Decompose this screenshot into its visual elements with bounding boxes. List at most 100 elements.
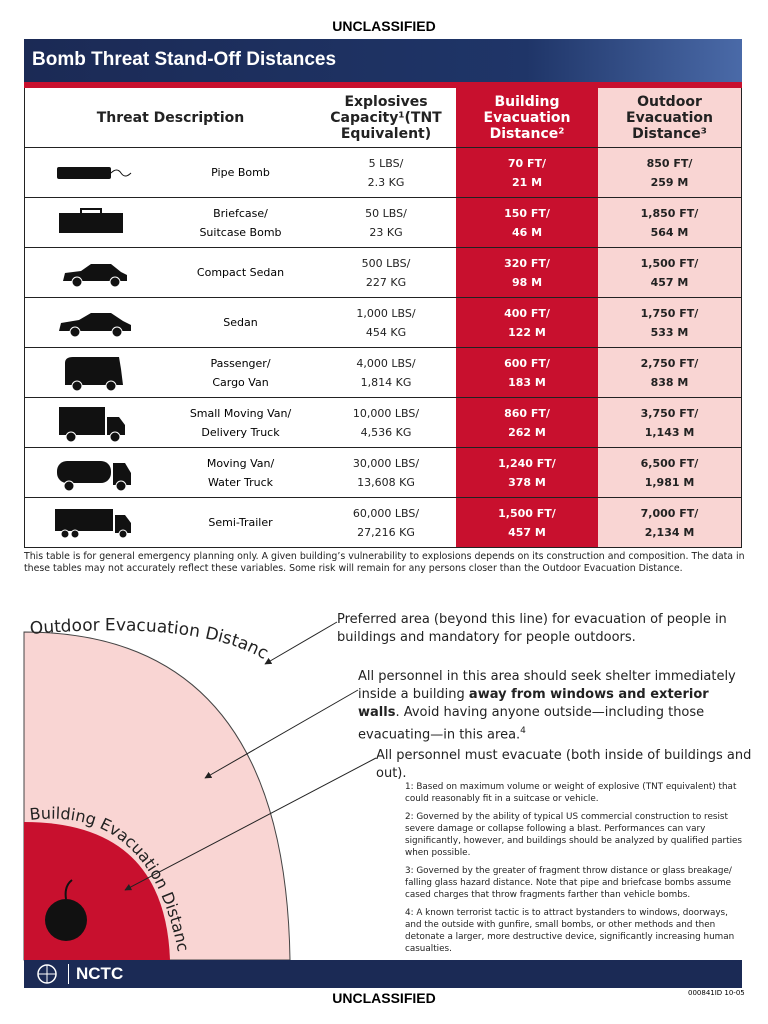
bomb-fuse: [64, 879, 73, 900]
explosives-text: 227 KG: [365, 275, 407, 289]
description-text: Briefcase/: [213, 206, 268, 220]
outdoor-text: 259 M: [650, 175, 689, 189]
description-text: Compact Sedan: [196, 266, 285, 279]
footnote: 3: Governed by the greater of fragment t…: [405, 866, 732, 900]
footnote: 1: Based on maximum volume or weight of …: [405, 782, 737, 804]
outdoor-text: 564 M: [650, 225, 689, 239]
doc-id: 000841ID 10-05: [688, 989, 745, 997]
outdoor-text: 1,500 FT/: [640, 256, 699, 270]
callout-text: Preferred area (beyond this line) for ev…: [337, 612, 727, 645]
callout-arrow: [204, 689, 359, 779]
threat-icon: [59, 407, 125, 443]
explosives-text: 13,608 KG: [357, 475, 415, 489]
explosives-cell: 60,000 LBS/27,216 KG: [316, 498, 456, 548]
description-cell: Small Moving Van/Delivery Truck: [165, 398, 316, 448]
callout: Preferred area (beyond this line) for ev…: [337, 611, 747, 647]
callout: All personnel must evacuate (both inside…: [376, 747, 756, 783]
threat-icon: [65, 357, 123, 392]
outdoor-text: 2,134 M: [644, 525, 695, 539]
description-text: Passenger/: [210, 356, 271, 370]
building-text: 70 FT/: [507, 156, 547, 170]
header-text: Outdoor: [637, 93, 702, 110]
logo-globe: [37, 964, 57, 984]
diagram: Outdoor Evacuation Distance Building Eva…: [0, 590, 377, 961]
outdoor-cell: 850 FT/259 M: [598, 148, 741, 198]
building-cell: 150 FT/46 M: [456, 198, 598, 248]
outdoor-text: 3,750 FT/: [640, 406, 699, 420]
threat-icon: [55, 509, 131, 539]
building-text: 400 FT/: [504, 306, 550, 320]
building-text: 122 M: [508, 325, 546, 339]
building-cell: 1,500 FT/457 M: [456, 498, 598, 548]
building-text: 262 M: [508, 425, 546, 439]
description-text: Water Truck: [207, 475, 274, 489]
header-cell: Explosives Capacity¹(TNT Equivalent): [316, 88, 456, 148]
bomb-icon: [45, 899, 87, 941]
callout-arrow: [264, 621, 338, 665]
logo: NCTC: [76, 964, 124, 983]
explosives-cell: 1,000 LBS/454 KG: [316, 298, 456, 348]
row-border: [25, 447, 165, 448]
building-text: 21 M: [511, 175, 543, 189]
outdoor-cell: 7,000 FT/2,134 M: [598, 498, 741, 548]
header-text: Equivalent): [340, 125, 432, 142]
outdoor-cell: 2,750 FT/838 M: [598, 348, 741, 398]
description-text: Cargo Van: [212, 375, 269, 389]
building-text: 150 FT/: [504, 206, 550, 220]
description-cell: Briefcase/Suitcase Bomb: [165, 198, 316, 248]
threat-icon: [57, 167, 132, 179]
threat-icon: [59, 208, 123, 233]
outdoor-cell: 3,750 FT/1,143 M: [598, 398, 741, 448]
explosives-text: 500 LBS/: [361, 256, 411, 270]
outdoor-text: 838 M: [650, 375, 689, 389]
explosives-text: 2.3 KG: [367, 175, 405, 189]
explosives-cell: 30,000 LBS/13,608 KG: [316, 448, 456, 498]
description-text: Moving Van/: [206, 456, 275, 470]
threat-icon: [57, 461, 131, 492]
description-cell: Pipe Bomb: [165, 148, 316, 198]
building-cell: 320 FT/98 M: [456, 248, 598, 298]
description-cell: Semi-Trailer: [165, 498, 316, 548]
threat-icon: [63, 264, 127, 288]
building-text: 183 M: [508, 375, 546, 389]
callout: All personnel in this area should seek s…: [358, 668, 746, 744]
outdoor-text: 2,750 FT/: [640, 356, 699, 370]
row-border: [25, 297, 165, 298]
description-cell: Moving Van/Water Truck: [165, 448, 316, 498]
row-border: [25, 547, 165, 548]
red-strip: [24, 82, 742, 88]
explosives-cell: 500 LBS/227 KG: [316, 248, 456, 298]
outdoor-cell: 1,500 FT/457 M: [598, 248, 741, 298]
building-text: 860 FT/: [504, 406, 550, 420]
outdoor-text: 6,500 FT/: [640, 456, 699, 470]
logo-divider: [68, 964, 69, 984]
building-text: 1,500 FT/: [498, 506, 556, 520]
table-note: This table is for general emergency plan…: [24, 551, 745, 574]
description-cell: Sedan: [165, 298, 316, 348]
header-cell: Outdoor Evacuation Distance³: [598, 88, 741, 148]
explosives-text: 27,216 KG: [357, 525, 415, 539]
building-text: 378 M: [508, 475, 546, 489]
header-text: Building: [494, 93, 560, 110]
footnotes: 1: Based on maximum volume or weight of …: [405, 781, 743, 961]
outdoor-text: 7,000 FT/: [640, 506, 699, 520]
explosives-text: 50 LBS/: [365, 206, 407, 220]
callout-text: . Avoid having anyone outside—including …: [358, 705, 705, 743]
explosives-text: 30,000 LBS/: [352, 456, 420, 470]
outdoor-text: 850 FT/: [646, 156, 693, 170]
building-text: 457 M: [508, 525, 546, 539]
header-text: Capacity¹(TNT: [330, 109, 442, 126]
row-border: [25, 347, 165, 348]
description-cell: Passenger/Cargo Van: [165, 348, 316, 398]
header-text: Evacuation: [483, 109, 571, 126]
row-border: [25, 197, 165, 198]
outdoor-text: 1,981 M: [644, 475, 695, 489]
row-border: [25, 497, 165, 498]
description-cell: Compact Sedan: [165, 248, 316, 298]
outdoor-text: 1,850 FT/: [640, 206, 699, 220]
header-text: Distance³: [632, 125, 707, 142]
threat-icon: [59, 313, 131, 338]
outdoor-text: 533 M: [650, 325, 689, 339]
building-text: 600 FT/: [504, 356, 550, 370]
